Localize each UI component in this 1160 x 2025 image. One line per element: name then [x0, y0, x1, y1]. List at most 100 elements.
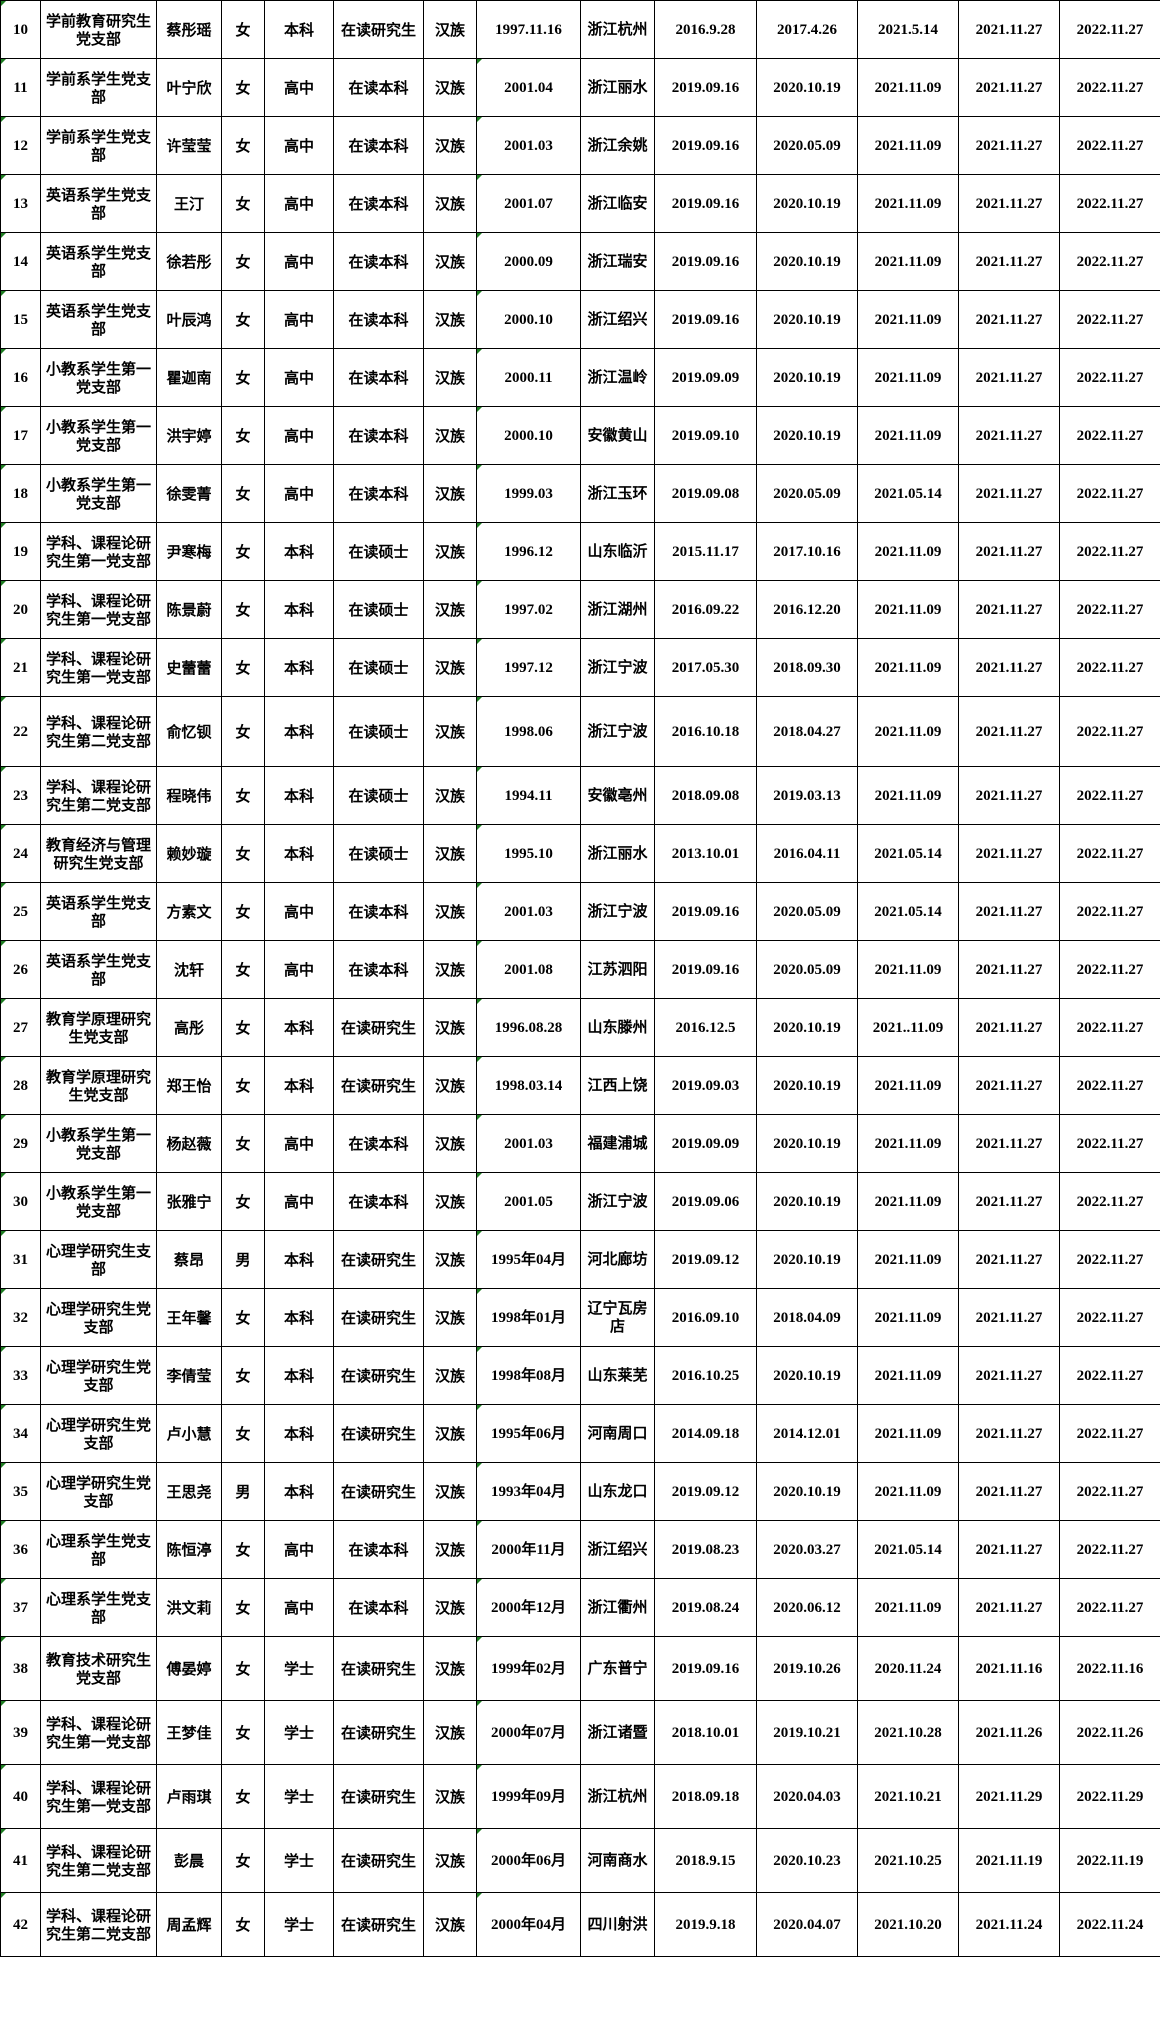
gender-cell: 女: [221, 522, 265, 581]
row-number-cell: 40: [0, 1764, 41, 1829]
date-3-cell: 2021.11.09: [857, 406, 959, 465]
date-3-cell: 2021.11.09: [857, 1114, 959, 1173]
name-cell: 徐雯菁: [156, 464, 222, 523]
gender-cell: 女: [221, 1764, 265, 1829]
status-cell: 在读本科: [333, 1114, 424, 1173]
date-2-cell: 2017.4.26: [756, 0, 858, 59]
branch-cell: 小教系学生第一党支部: [40, 406, 157, 465]
date-3-cell: 2021.11.09: [857, 232, 959, 291]
table-row: 27 教育学原理研究生党支部 高彤女本科 在读研究生 汉族 1996.08.28 山东滕州 2…: [0, 998, 1160, 1057]
name-cell: 周孟辉: [156, 1892, 222, 1957]
branch-cell: 小教系学生第一党支部: [40, 464, 157, 523]
education-cell: 本科: [264, 1404, 334, 1463]
date-5-cell: 2022.11.27: [1059, 1230, 1160, 1289]
gender-cell: 女: [221, 1636, 265, 1701]
date-1-cell: 2019.09.16: [654, 1636, 757, 1701]
date-2-cell: 2020.10.19: [756, 1172, 858, 1231]
date-2-cell: 2020.10.19: [756, 290, 858, 349]
education-cell: 高中: [264, 940, 334, 999]
date-2-cell: 2020.10.19: [756, 1462, 858, 1521]
date-2-cell: 2017.10.16: [756, 522, 858, 581]
education-cell: 学士: [264, 1828, 334, 1893]
birth-date-cell: 1995年06月: [476, 1404, 581, 1463]
date-1-cell: 2019.09.09: [654, 348, 757, 407]
table-row: 39 学科、课程论研究生第一党支部 王梦佳女学士 在读研究生 汉族 2000年07月 浙江诸…: [0, 1700, 1160, 1765]
birth-date-cell: 1999年09月: [476, 1764, 581, 1829]
gender-cell: 女: [221, 0, 265, 59]
education-cell: 本科: [264, 522, 334, 581]
date-4-cell: 2021.11.27: [958, 174, 1060, 233]
birth-date-cell: 1994.11: [476, 766, 581, 825]
row-number-cell: 33: [0, 1346, 41, 1405]
name-cell: 叶辰鸿: [156, 290, 222, 349]
ethnicity-cell: 汉族: [423, 940, 477, 999]
table-row: 13 英语系学生党支部 王汀女高中 在读本科 汉族 2001.07 浙江临安 2019.09.…: [0, 174, 1160, 233]
date-1-cell: 2019.08.24: [654, 1578, 757, 1637]
native-place-cell: 河南周口: [580, 1404, 655, 1463]
date-4-cell: 2021.11.27: [958, 940, 1060, 999]
table-row: 40 学科、课程论研究生第一党支部 卢雨琪女学士 在读研究生 汉族 1999年09月 浙江杭…: [0, 1764, 1160, 1829]
name-cell: 李倩莹: [156, 1346, 222, 1405]
branch-cell: 小教系学生第一党支部: [40, 348, 157, 407]
gender-cell: 女: [221, 766, 265, 825]
table-row: 36 心理系学生党支部 陈恒渟女高中 在读本科 汉族 2000年11月 浙江绍兴 2019.0…: [0, 1520, 1160, 1579]
ethnicity-cell: 汉族: [423, 882, 477, 941]
ethnicity-cell: 汉族: [423, 0, 477, 59]
ethnicity-cell: 汉族: [423, 1828, 477, 1893]
table-row: 14 英语系学生党支部 徐若彤女高中 在读本科 汉族 2000.09 浙江瑞安 2019.09…: [0, 232, 1160, 291]
name-cell: 洪宇婷: [156, 406, 222, 465]
date-3-cell: 2021.05.14: [857, 882, 959, 941]
row-number-cell: 37: [0, 1578, 41, 1637]
date-2-cell: 2020.04.03: [756, 1764, 858, 1829]
native-place-cell: 山东临沂: [580, 522, 655, 581]
table-row: 37 心理系学生党支部 洪文莉女高中 在读本科 汉族 2000年12月 浙江衢州 2019.0…: [0, 1578, 1160, 1637]
status-cell: 在读研究生: [333, 1230, 424, 1289]
status-cell: 在读本科: [333, 1520, 424, 1579]
date-3-cell: 2021.11.09: [857, 290, 959, 349]
branch-cell: 教育技术研究生党支部: [40, 1636, 157, 1701]
table-body: 10 学前教育研究生党支部 蔡彤瑶女本科 在读研究生 汉族 1997.11.16 浙江杭州 2…: [0, 0, 1160, 1957]
date-3-cell: 2021.11.09: [857, 696, 959, 767]
gender-cell: 女: [221, 290, 265, 349]
branch-cell: 心理系学生党支部: [40, 1520, 157, 1579]
name-cell: 陈恒渟: [156, 1520, 222, 1579]
date-2-cell: 2020.10.19: [756, 58, 858, 117]
ethnicity-cell: 汉族: [423, 1462, 477, 1521]
gender-cell: 女: [221, 940, 265, 999]
status-cell: 在读本科: [333, 232, 424, 291]
status-cell: 在读硕士: [333, 522, 424, 581]
date-3-cell: 2021.11.09: [857, 522, 959, 581]
native-place-cell: 安徽黄山: [580, 406, 655, 465]
native-place-cell: 浙江临安: [580, 174, 655, 233]
date-3-cell: 2021.05.14: [857, 464, 959, 523]
date-1-cell: 2019.09.08: [654, 464, 757, 523]
date-2-cell: 2020.10.23: [756, 1828, 858, 1893]
branch-cell: 教育经济与管理研究生党支部: [40, 824, 157, 883]
date-2-cell: 2020.10.19: [756, 1114, 858, 1173]
date-4-cell: 2021.11.27: [958, 232, 1060, 291]
table-row: 42 学科、课程论研究生第二党支部 周孟辉女学士 在读研究生 汉族 2000年04月 四川射…: [0, 1892, 1160, 1957]
date-4-cell: 2021.11.27: [958, 638, 1060, 697]
row-number-cell: 13: [0, 174, 41, 233]
date-3-cell: 2021.11.09: [857, 1230, 959, 1289]
table-row: 35 心理学研究生党支部 王思尧男本科 在读研究生 汉族 1993年04月 山东龙口 2019…: [0, 1462, 1160, 1521]
table-row: 33 心理学研究生党支部 李倩莹女本科 在读研究生 汉族 1998年08月 山东莱芜 2016…: [0, 1346, 1160, 1405]
education-cell: 高中: [264, 406, 334, 465]
row-number-cell: 27: [0, 998, 41, 1057]
native-place-cell: 安徽亳州: [580, 766, 655, 825]
date-3-cell: 2021.10.21: [857, 1764, 959, 1829]
native-place-cell: 浙江宁波: [580, 638, 655, 697]
native-place-cell: 浙江温岭: [580, 348, 655, 407]
education-cell: 本科: [264, 696, 334, 767]
date-4-cell: 2021.11.27: [958, 348, 1060, 407]
date-3-cell: 2021.11.09: [857, 1404, 959, 1463]
name-cell: 洪文莉: [156, 1578, 222, 1637]
ethnicity-cell: 汉族: [423, 116, 477, 175]
name-cell: 方素文: [156, 882, 222, 941]
name-cell: 蔡彤瑶: [156, 0, 222, 59]
branch-cell: 学前系学生党支部: [40, 58, 157, 117]
date-5-cell: 2022.11.27: [1059, 1462, 1160, 1521]
name-cell: 徐若彤: [156, 232, 222, 291]
date-1-cell: 2019.09.16: [654, 174, 757, 233]
row-number-cell: 39: [0, 1700, 41, 1765]
